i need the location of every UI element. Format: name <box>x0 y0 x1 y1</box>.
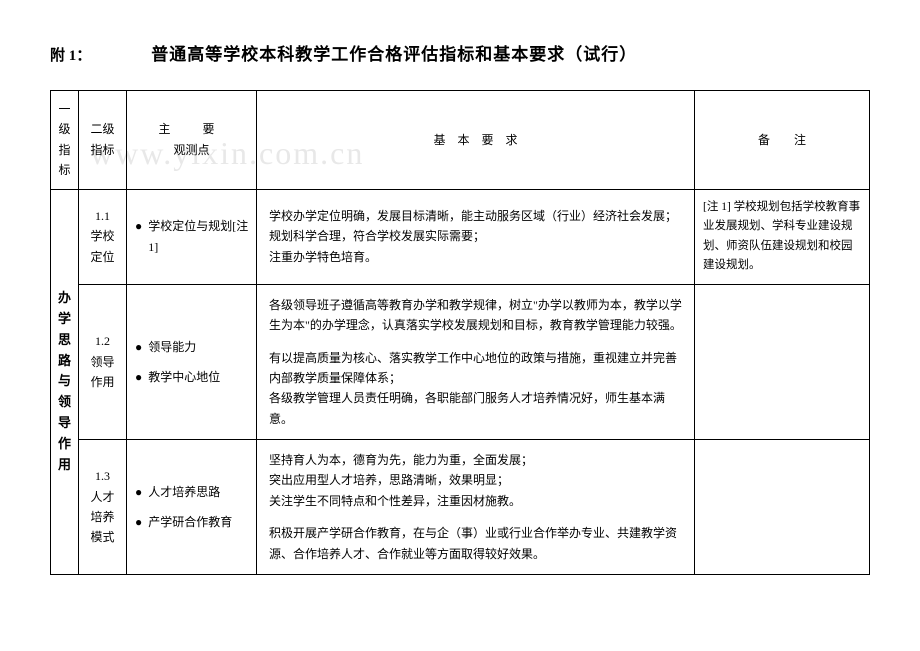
col-header-note: 备 注 <box>695 91 870 190</box>
table-row: 1.2 领导 作用 ●领导能力 ●教学中心地位 各级领导班子遵循高等教育办学和教学… <box>51 284 870 439</box>
requirement-cell: 学校办学定位明确，发展目标清晰，能主动服务区域（行业）经济社会发展；规划科学合理… <box>257 189 695 284</box>
header: 附 1： 普通高等学校本科教学工作合格评估指标和基本要求（试行） <box>50 40 870 65</box>
requirement-block: 坚持育人为本，德育为先，能力为重，全面发展； 突出应用型人才培养，思路清晰，效果… <box>269 450 682 511</box>
col-header-l2: 二级 指标 <box>79 91 127 190</box>
observation-item: ●产学研合作教育 <box>135 512 250 532</box>
header-title: 普通高等学校本科教学工作合格评估指标和基本要求（试行） <box>151 40 637 65</box>
observation-cell: ●学校定位与规划[注 1] <box>127 189 257 284</box>
observation-item: ●学校定位与规划[注 1] <box>135 216 250 257</box>
requirement-cell: 坚持育人为本，德育为先，能力为重，全面发展； 突出应用型人才培养，思路清晰，效果… <box>257 440 695 575</box>
note-cell <box>695 440 870 575</box>
requirement-block: 各级领导班子遵循高等教育办学和教学规律，树立"办学以教师为本，教学以学生为本"的… <box>269 295 682 336</box>
table-row: 办学思路与领导作用 1.1 学校 定位 ●学校定位与规划[注 1] 学校办学定位… <box>51 189 870 284</box>
note-cell <box>695 284 870 439</box>
col-header-req: 基 本 要 求 <box>257 91 695 190</box>
col-header-l1: 一级 指标 <box>51 91 79 190</box>
col-header-obs: 主 要 观测点 <box>127 91 257 190</box>
level2-cell: 1.2 领导 作用 <box>79 284 127 439</box>
requirement-block: 学校办学定位明确，发展目标清晰，能主动服务区域（行业）经济社会发展；规划科学合理… <box>269 206 682 267</box>
observation-item: ●教学中心地位 <box>135 367 250 387</box>
obs-header-line2: 观测点 <box>133 140 250 160</box>
observation-cell: ●人才培养思路 ●产学研合作教育 <box>127 440 257 575</box>
requirement-block: 有以提高质量为核心、落实教学工作中心地位的政策与措施，重视建立并完善内部教学质量… <box>269 348 682 430</box>
obs-header-line1: 主 要 <box>133 119 250 139</box>
document-content: 附 1： 普通高等学校本科教学工作合格评估指标和基本要求（试行） 一级 指标 二… <box>50 40 870 575</box>
level1-cell: 办学思路与领导作用 <box>51 189 79 574</box>
level2-cell: 1.1 学校 定位 <box>79 189 127 284</box>
requirement-block: 积极开展产学研合作教育，在与企（事）业或行业合作举办专业、共建教学资源、合作培养… <box>269 523 682 564</box>
observation-cell: ●领导能力 ●教学中心地位 <box>127 284 257 439</box>
observation-item: ●领导能力 <box>135 337 250 357</box>
requirement-cell: 各级领导班子遵循高等教育办学和教学规律，树立"办学以教师为本，教学以学生为本"的… <box>257 284 695 439</box>
level2-cell: 1.3 人才 培养 模式 <box>79 440 127 575</box>
header-prefix: 附 1： <box>50 44 91 65</box>
note-cell: [注 1] 学校规划包括学校教育事业发展规划、学科专业建设规划、师资队伍建设规划… <box>695 189 870 284</box>
table-row: 1.3 人才 培养 模式 ●人才培养思路 ●产学研合作教育 坚持育人为本，德育为先… <box>51 440 870 575</box>
table-header-row: 一级 指标 二级 指标 主 要 观测点 基 本 要 求 备 注 <box>51 91 870 190</box>
evaluation-table: 一级 指标 二级 指标 主 要 观测点 基 本 要 求 备 注 办学思路与领导作… <box>50 90 870 575</box>
observation-item: ●人才培养思路 <box>135 482 250 502</box>
